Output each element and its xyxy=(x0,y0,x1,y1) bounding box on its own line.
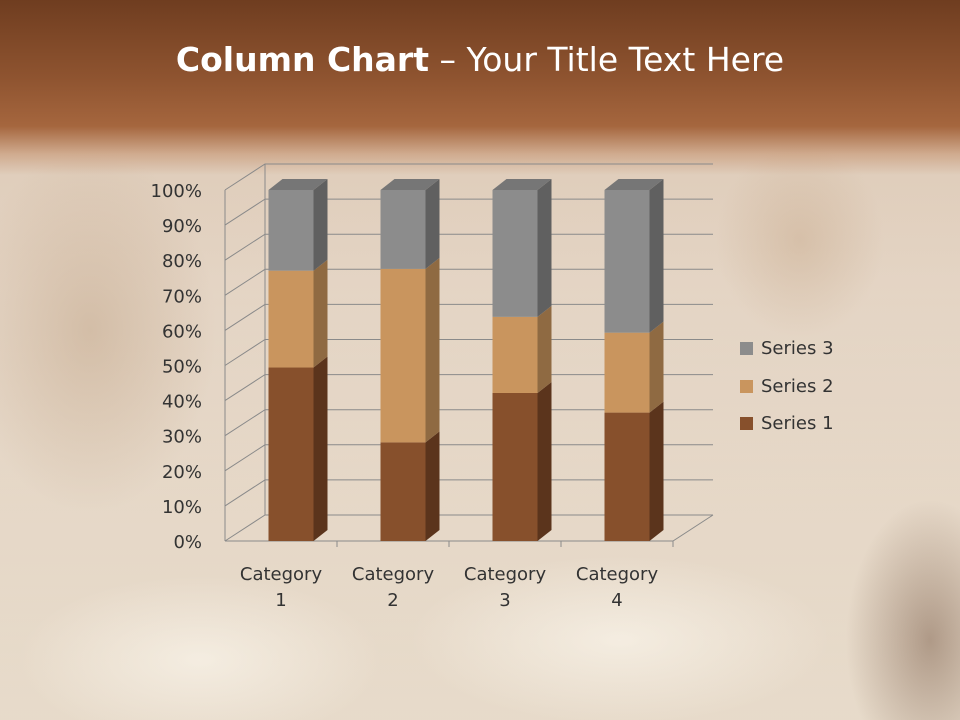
y-tick-label: 0% xyxy=(173,532,202,553)
bar-side xyxy=(425,179,440,269)
bar-front-series-3 xyxy=(268,190,314,271)
y-tick-label: 30% xyxy=(162,427,202,448)
x-tick-label: Category 3 xyxy=(464,564,547,611)
bar-side xyxy=(425,257,440,443)
bar-front-series-2 xyxy=(492,316,538,393)
legend-label: Series 1 xyxy=(761,413,834,435)
legend-item: Series 3 xyxy=(740,330,834,368)
bar-side xyxy=(313,356,328,541)
x-tick-label: Category 4 xyxy=(576,564,659,611)
legend-swatch xyxy=(740,379,753,393)
x-tick-label: Category 2 xyxy=(352,564,435,611)
y-tick-label: 70% xyxy=(162,286,202,307)
y-tick-label: 20% xyxy=(162,462,202,483)
y-tick-label: 50% xyxy=(162,357,202,378)
bar-side xyxy=(425,431,440,541)
bar-side xyxy=(649,179,664,333)
bar-front-series-3 xyxy=(604,190,650,333)
legend-swatch xyxy=(740,342,753,356)
y-tick-label: 40% xyxy=(162,392,202,413)
bar-front-series-1 xyxy=(604,412,650,541)
legend-item: Series 2 xyxy=(740,368,834,406)
bar-front-series-1 xyxy=(380,442,426,541)
bar-front-series-1 xyxy=(268,367,314,541)
legend-label: Series 2 xyxy=(761,375,834,397)
bar-top xyxy=(604,179,664,190)
legend: Series 3 Series 2 Series 1 xyxy=(740,330,834,443)
bar-front-series-3 xyxy=(380,190,426,269)
bar-front-series-2 xyxy=(380,268,426,443)
slide-title: Column Chart – Your Title Text Here xyxy=(175,40,785,79)
y-tick-label: 80% xyxy=(162,251,202,272)
legend-swatch xyxy=(740,417,753,431)
bar-side xyxy=(537,179,552,317)
y-tick-label: 100% xyxy=(151,181,202,202)
bar-side xyxy=(537,305,552,393)
bar-front-series-1 xyxy=(492,392,538,541)
bar-side xyxy=(649,321,664,413)
bar-side xyxy=(313,179,328,271)
y-tick-label: 60% xyxy=(162,321,202,342)
legend-label: Series 3 xyxy=(761,338,834,360)
bar-side xyxy=(313,259,328,368)
bar-side xyxy=(649,401,664,541)
bar-front-series-2 xyxy=(604,332,650,413)
bar-side xyxy=(537,381,552,541)
y-tick-label: 90% xyxy=(162,216,202,237)
bar-front-series-3 xyxy=(492,190,538,317)
bar-top xyxy=(492,179,552,190)
x-tick-label: Category 1 xyxy=(240,564,323,611)
legend-item: Series 1 xyxy=(740,405,834,443)
title-band xyxy=(0,0,960,175)
bar-top xyxy=(268,179,328,190)
bar-front-series-2 xyxy=(268,270,314,368)
y-tick-label: 10% xyxy=(162,497,202,518)
bar-top xyxy=(380,179,440,190)
